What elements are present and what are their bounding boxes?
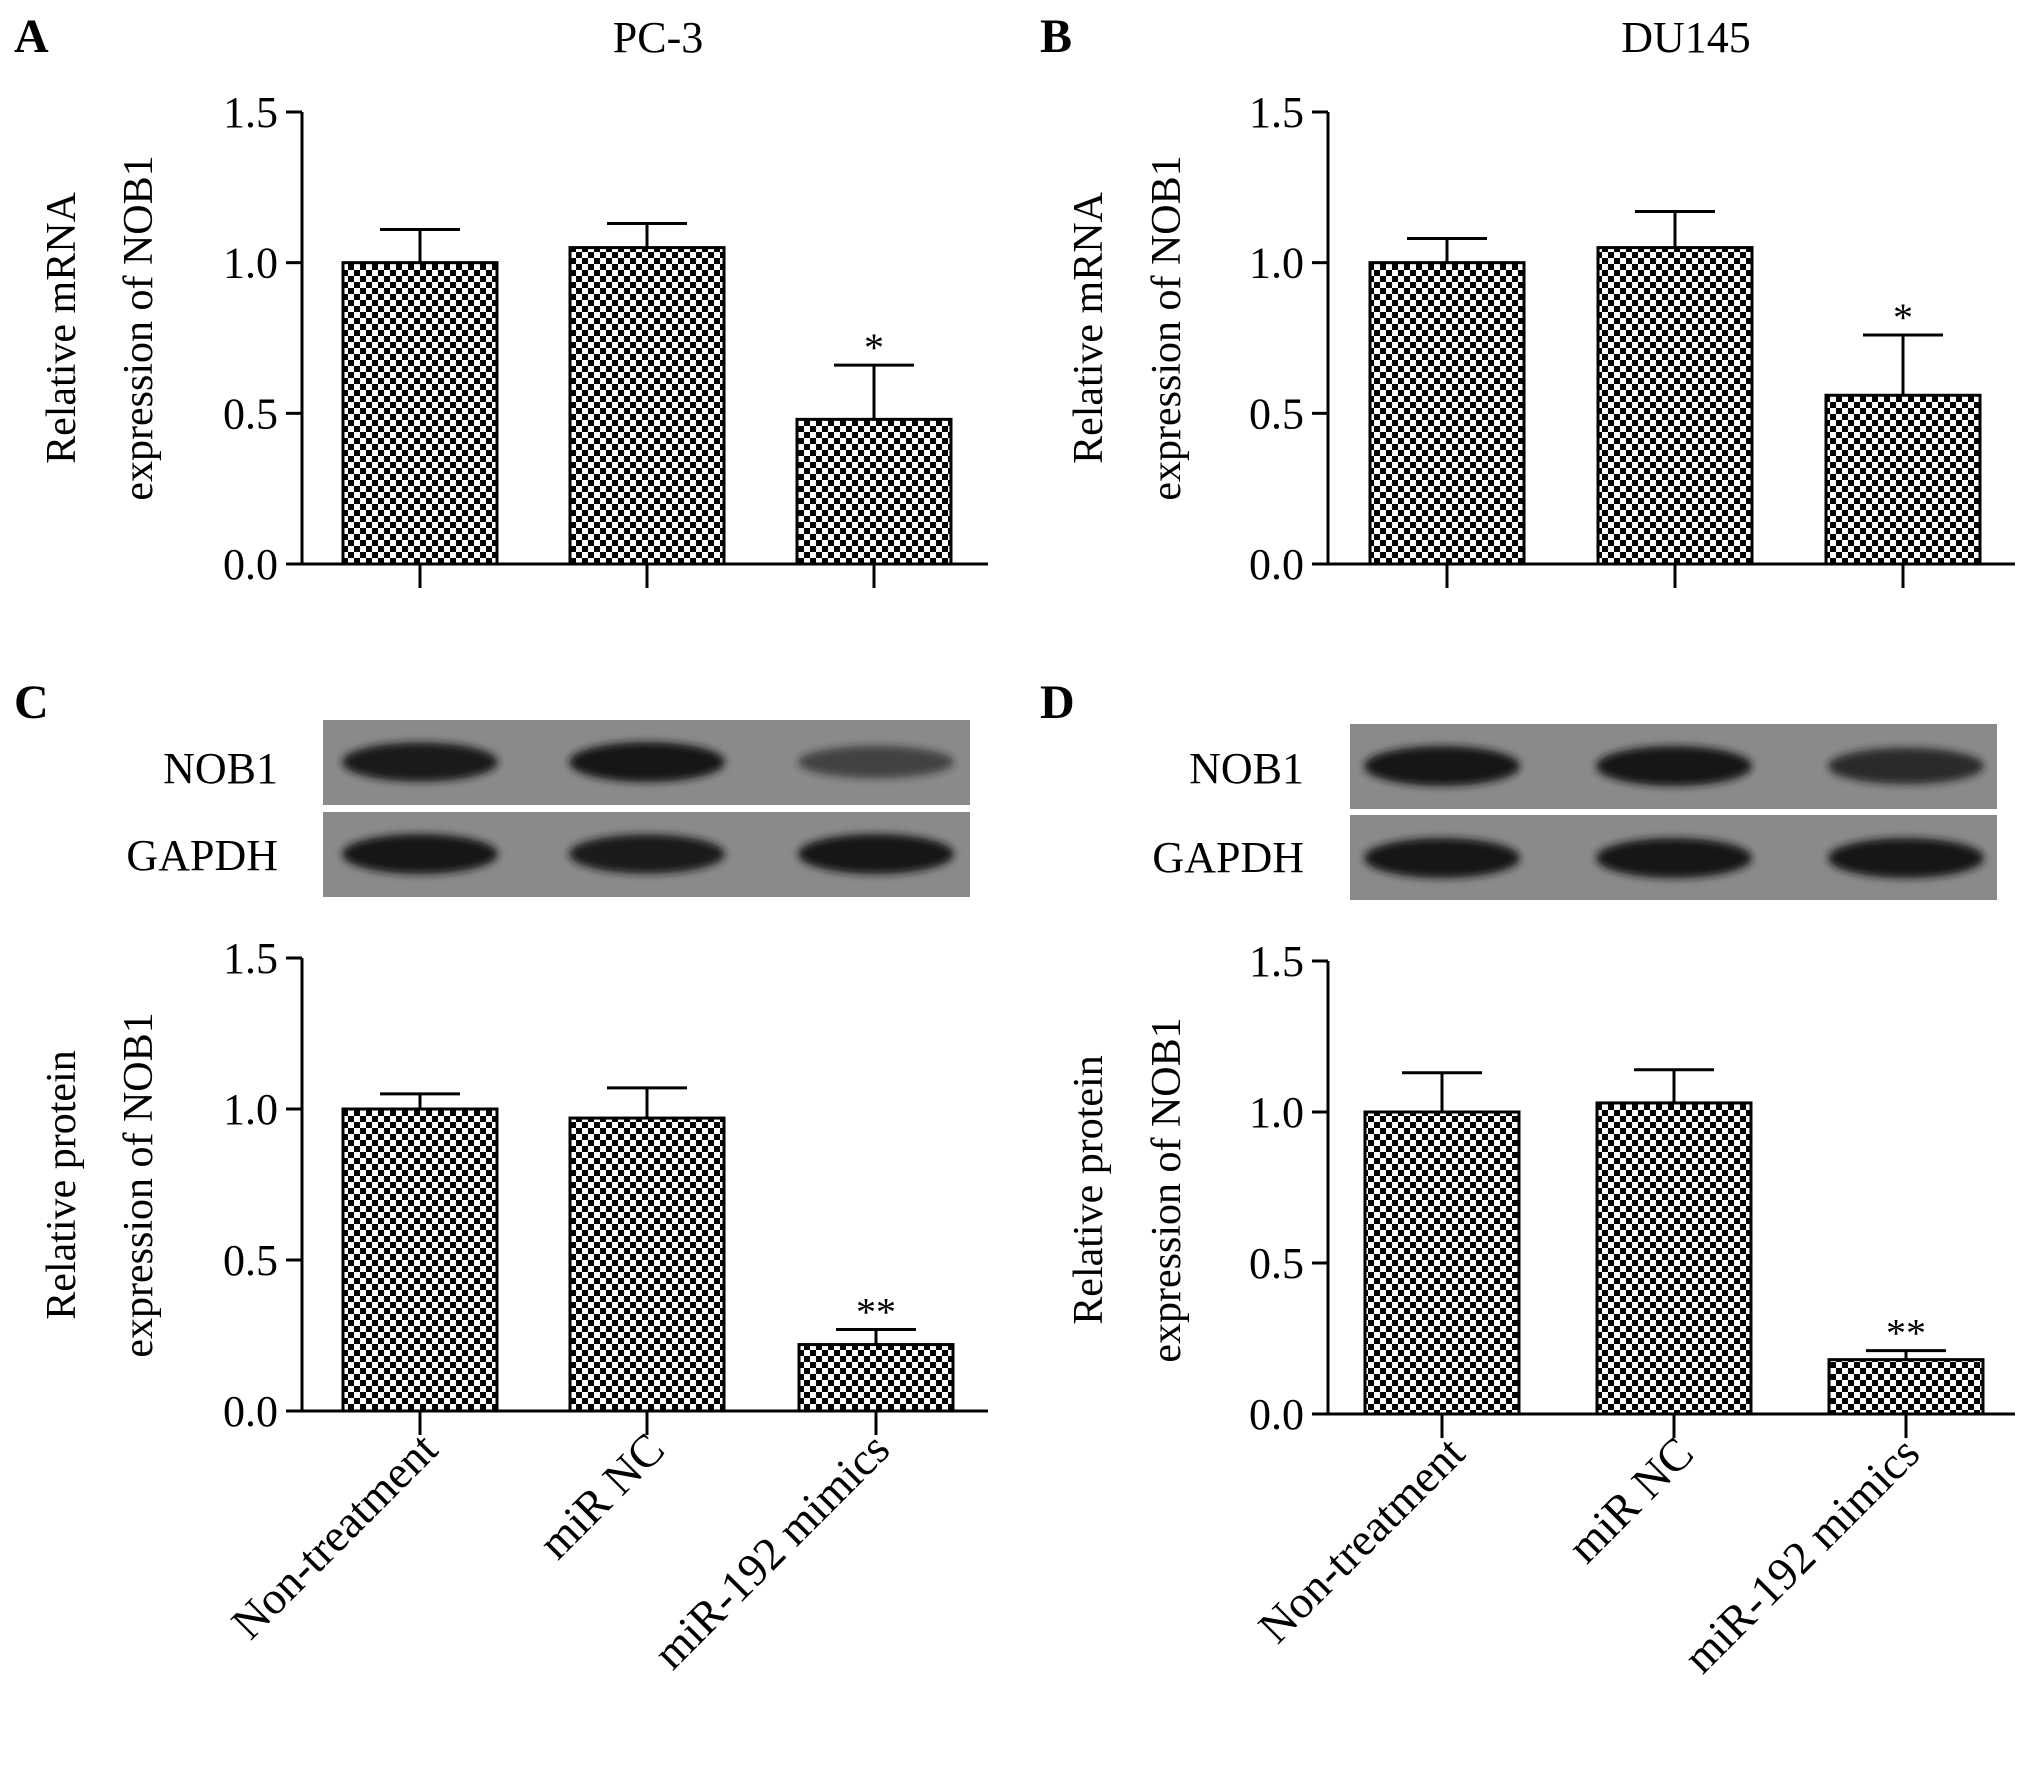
chart-panel-a: 0.0 0.5 1.0 1.5 Relative mRNA expression of N… — [39, 88, 988, 589]
blot-band — [798, 745, 954, 779]
y-tick-label: 1.5 — [1249, 88, 1304, 137]
bar — [1363, 1110, 1521, 1416]
category-labels-d: Non-treatment miR NC miR-192 mimics — [1248, 1427, 1929, 1683]
y-axis-title: expression of NOB1 — [1144, 1017, 1190, 1362]
blot-band — [1828, 838, 1984, 878]
y-axis-title: Relative mRNA — [1066, 191, 1112, 463]
blot-band — [1364, 838, 1520, 878]
blot-band — [1596, 746, 1752, 786]
panel-letter-a: A — [14, 10, 49, 63]
chart-panel-c: 0.0 0.5 1.0 1.5 Relative protein expression o… — [39, 934, 988, 1436]
category-label: Non-treatment — [1248, 1427, 1474, 1653]
blot-band — [569, 834, 725, 874]
bar — [568, 246, 726, 566]
y-tick-label: 1.0 — [1249, 239, 1304, 288]
significance-marker: * — [1893, 295, 1913, 340]
blot-band — [1828, 747, 1984, 785]
panel-letter-b: B — [1040, 10, 1072, 63]
y-tick-label: 1.0 — [1249, 1088, 1304, 1137]
y-tick-label: 0.5 — [1249, 389, 1304, 438]
bar — [1824, 393, 1982, 566]
y-tick-label: 0.0 — [1249, 1390, 1304, 1439]
y-tick-label: 0.0 — [1249, 540, 1304, 589]
significance-marker: ** — [1886, 1311, 1926, 1356]
panel-b-title: DU145 — [1621, 13, 1751, 62]
y-tick-label: 0.0 — [223, 1387, 278, 1436]
y-axis-title: expression of NOB1 — [116, 155, 162, 500]
y-axis-title: expression of NOB1 — [116, 1012, 162, 1357]
blot-d-row-label-gapdh: GAPDH — [1152, 833, 1304, 882]
category-labels-c: Non-treatment miR NC miR-192 mimics — [221, 1423, 899, 1679]
y-tick-label: 1.5 — [223, 88, 278, 137]
blot-c-row-label-nob1: NOB1 — [163, 744, 278, 793]
bar — [341, 1107, 499, 1413]
y-tick-label: 0.5 — [223, 389, 278, 438]
y-axis-title: Relative mRNA — [39, 191, 85, 463]
y-axis-title: Relative protein — [39, 1050, 85, 1319]
y-tick-label: 0.5 — [223, 1236, 278, 1285]
blot-band — [342, 834, 498, 874]
category-label: miR-192 mimics — [1673, 1427, 1929, 1683]
blot-band — [1364, 746, 1520, 786]
y-tick-label: 1.0 — [223, 1085, 278, 1134]
panel-a-title: PC-3 — [613, 13, 703, 62]
blot-c-row-label-gapdh: GAPDH — [126, 831, 278, 880]
bar — [1595, 1101, 1753, 1416]
bar — [1368, 261, 1526, 566]
blot-band — [342, 742, 498, 782]
bar — [341, 261, 499, 566]
category-label: miR NC — [1558, 1427, 1703, 1572]
chart-panel-d: 0.0 0.5 1.0 1.5 Relative protein expression o… — [1066, 937, 2015, 1439]
y-tick-label: 0.5 — [1249, 1239, 1304, 1288]
bar — [797, 1343, 955, 1413]
blot-band — [569, 742, 725, 782]
western-blot-c: NOB1 GAPDH — [126, 720, 970, 897]
blot-band — [798, 834, 954, 874]
chart-panel-b: 0.0 0.5 1.0 1.5 Relative mRNA expression of N… — [1066, 88, 2015, 589]
blot-d-row-label-nob1: NOB1 — [1189, 744, 1304, 793]
y-tick-label: 1.5 — [1249, 937, 1304, 986]
category-label: miR NC — [529, 1423, 674, 1568]
y-tick-label: 0.0 — [223, 540, 278, 589]
bar — [1827, 1358, 1985, 1416]
panel-letter-d: D — [1040, 676, 1075, 729]
y-tick-label: 1.0 — [223, 239, 278, 288]
blot-band — [1596, 838, 1752, 878]
western-blot-d: NOB1 GAPDH — [1152, 724, 1997, 900]
y-axis-title: Relative protein — [1066, 1055, 1112, 1324]
bar — [568, 1116, 726, 1413]
significance-marker: ** — [856, 1289, 896, 1334]
y-tick-label: 1.5 — [223, 934, 278, 983]
category-label: Non-treatment — [221, 1423, 447, 1649]
category-label: miR-192 mimics — [643, 1423, 899, 1679]
significance-marker: * — [864, 325, 884, 370]
bar — [1596, 246, 1754, 566]
panel-letter-c: C — [14, 676, 49, 729]
bar — [795, 417, 953, 566]
y-axis-title: expression of NOB1 — [1144, 155, 1190, 500]
